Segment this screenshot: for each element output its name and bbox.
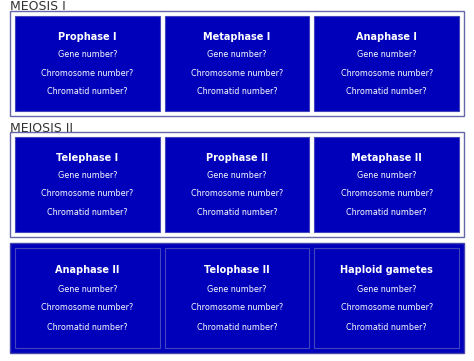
Text: Chromosome number?: Chromosome number? [41, 304, 134, 313]
Text: Gene number?: Gene number? [57, 284, 117, 293]
Text: MEOSIS I: MEOSIS I [10, 0, 66, 13]
Text: Chromosome number?: Chromosome number? [191, 69, 283, 78]
Text: Gene number?: Gene number? [207, 51, 267, 60]
FancyBboxPatch shape [15, 248, 160, 348]
Text: MEIOSIS II: MEIOSIS II [10, 122, 73, 135]
FancyBboxPatch shape [164, 137, 310, 232]
Text: Chromatid number?: Chromatid number? [197, 87, 277, 96]
Text: Chromatid number?: Chromatid number? [47, 322, 128, 331]
Text: Chromosome number?: Chromosome number? [340, 304, 433, 313]
Text: Prophase I: Prophase I [58, 32, 117, 42]
FancyBboxPatch shape [314, 16, 459, 111]
Text: Chromatid number?: Chromatid number? [197, 322, 277, 331]
Text: Gene number?: Gene number? [57, 51, 117, 60]
Text: Chromosome number?: Chromosome number? [191, 190, 283, 199]
FancyBboxPatch shape [10, 243, 464, 353]
Text: Gene number?: Gene number? [357, 284, 417, 293]
Text: Chromosome number?: Chromosome number? [340, 190, 433, 199]
Text: Chromatid number?: Chromatid number? [346, 208, 427, 217]
FancyBboxPatch shape [10, 11, 464, 116]
Text: Gene number?: Gene number? [357, 171, 417, 180]
Text: Chromatid number?: Chromatid number? [346, 322, 427, 331]
FancyBboxPatch shape [10, 132, 464, 237]
Text: Anaphase I: Anaphase I [356, 32, 417, 42]
Text: Chromosome number?: Chromosome number? [340, 69, 433, 78]
FancyBboxPatch shape [314, 248, 459, 348]
Text: Metaphase II: Metaphase II [351, 153, 422, 163]
Text: Metaphase I: Metaphase I [203, 32, 271, 42]
Text: Gene number?: Gene number? [207, 284, 267, 293]
Text: Chromosome number?: Chromosome number? [41, 69, 134, 78]
Text: Chromatid number?: Chromatid number? [47, 208, 128, 217]
FancyBboxPatch shape [314, 137, 459, 232]
FancyBboxPatch shape [15, 137, 160, 232]
FancyBboxPatch shape [15, 16, 160, 111]
Text: Chromatid number?: Chromatid number? [197, 208, 277, 217]
Text: Gene number?: Gene number? [357, 51, 417, 60]
Text: Chromosome number?: Chromosome number? [191, 304, 283, 313]
FancyBboxPatch shape [164, 16, 310, 111]
Text: Prophase II: Prophase II [206, 153, 268, 163]
Text: Haploid gametes: Haploid gametes [340, 265, 433, 275]
Text: Chromatid number?: Chromatid number? [346, 87, 427, 96]
Text: Anaphase II: Anaphase II [55, 265, 119, 275]
Text: Telephase I: Telephase I [56, 153, 118, 163]
Text: Telophase II: Telophase II [204, 265, 270, 275]
Text: Gene number?: Gene number? [57, 171, 117, 180]
Text: Gene number?: Gene number? [207, 171, 267, 180]
Text: Chromatid number?: Chromatid number? [47, 87, 128, 96]
Text: Chromosome number?: Chromosome number? [41, 190, 134, 199]
FancyBboxPatch shape [164, 248, 310, 348]
